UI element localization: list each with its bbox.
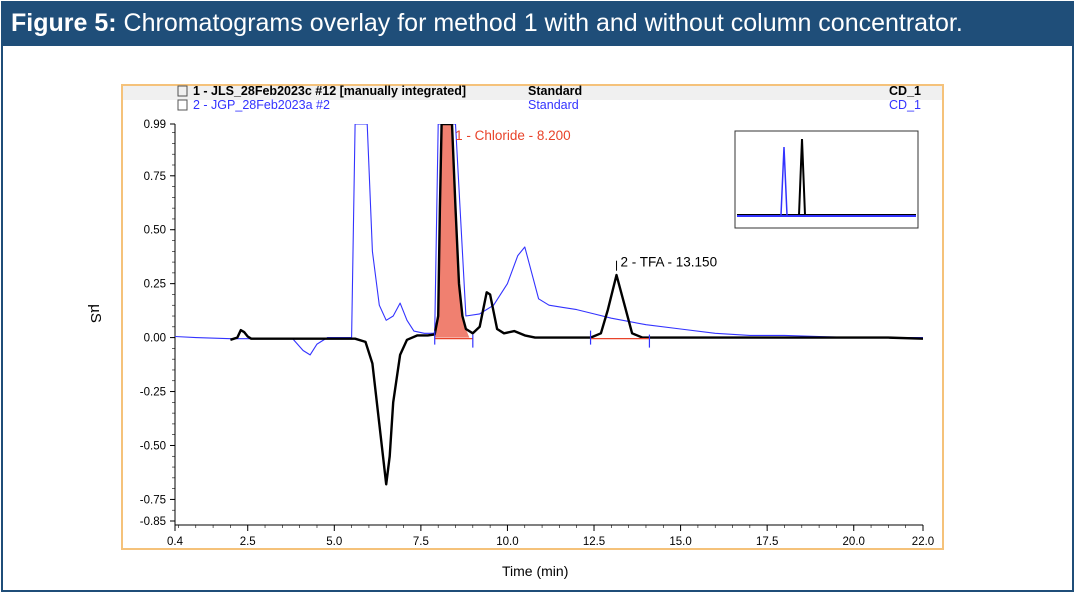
y-tick-label: 0.25 <box>144 279 166 291</box>
legend-series-channel: CD_1 <box>889 98 921 112</box>
legend-series-name: 2 - JGP_28Feb2023a #2 <box>193 98 330 112</box>
inset-peak-black <box>798 138 806 216</box>
legend-row-highlight <box>123 86 942 100</box>
peak-annotation: 2 - TFA - 13.150 <box>621 255 718 270</box>
x-tick-label: 12.5 <box>583 536 605 548</box>
legend-series-channel: CD_1 <box>889 84 921 98</box>
y-tick-label: -0.85 <box>140 516 166 528</box>
legend-series-type: Standard <box>528 84 582 98</box>
legend-checkbox-icon <box>177 99 188 111</box>
x-tick-label: 2.5 <box>240 536 256 548</box>
y-tick-label: -0.50 <box>140 440 166 452</box>
y-tick-label: 0.99 <box>144 119 166 131</box>
series-line-jls <box>230 124 923 486</box>
chart-plot: 1 - Chloride - 8.200 2 - TFA - 13.150 <box>175 124 923 486</box>
x-tick-label: 17.5 <box>756 536 778 548</box>
chart-axes: 0.99 0.75 0.50 0.25 0.00 -0.25 -0.50 -0.75 -0.85… <box>140 119 934 548</box>
y-tick-label: -0.75 <box>140 494 166 506</box>
inset-peak-blue <box>780 146 788 216</box>
figure-label: Figure 5: <box>11 9 117 37</box>
y-tick-label: 0.00 <box>144 333 166 345</box>
x-tick-label: 15.0 <box>669 536 691 548</box>
y-tick-label: 0.50 <box>144 225 166 237</box>
plot-area <box>175 124 923 486</box>
legend-checkbox-icon <box>177 85 188 97</box>
figure-header: Figure 5: Chromatograms overlay for meth… <box>1 1 1074 46</box>
y-axis-label: µS <box>86 304 104 323</box>
chloride-peak-fill <box>434 124 470 338</box>
x-tick-label: 22.0 <box>912 536 934 548</box>
chart-legend: 1 - JLS_28Feb2023c #12 [manually integra… <box>123 84 942 112</box>
legend-series-type: Standard <box>528 98 579 112</box>
inset-frame <box>734 130 919 229</box>
chart-inset <box>734 130 919 229</box>
peak-annotation: 1 - Chloride - 8.200 <box>455 128 571 143</box>
y-tick-label: 0.75 <box>144 171 166 183</box>
x-tick-label: 0.4 <box>167 536 184 548</box>
plot-border <box>121 84 944 550</box>
x-tick-label: 7.5 <box>413 536 429 548</box>
x-tick-label: 20.0 <box>843 536 865 548</box>
figure-caption: Chromatograms overlay for method 1 with … <box>123 9 963 37</box>
legend-series-name: 1 - JLS_28Feb2023c #12 [manually integra… <box>193 84 466 98</box>
x-axis-label: Time (min) <box>502 563 569 579</box>
x-tick-label: 5.0 <box>326 536 342 548</box>
x-tick-label: 10.0 <box>496 536 518 548</box>
y-tick-label: -0.25 <box>140 387 166 399</box>
